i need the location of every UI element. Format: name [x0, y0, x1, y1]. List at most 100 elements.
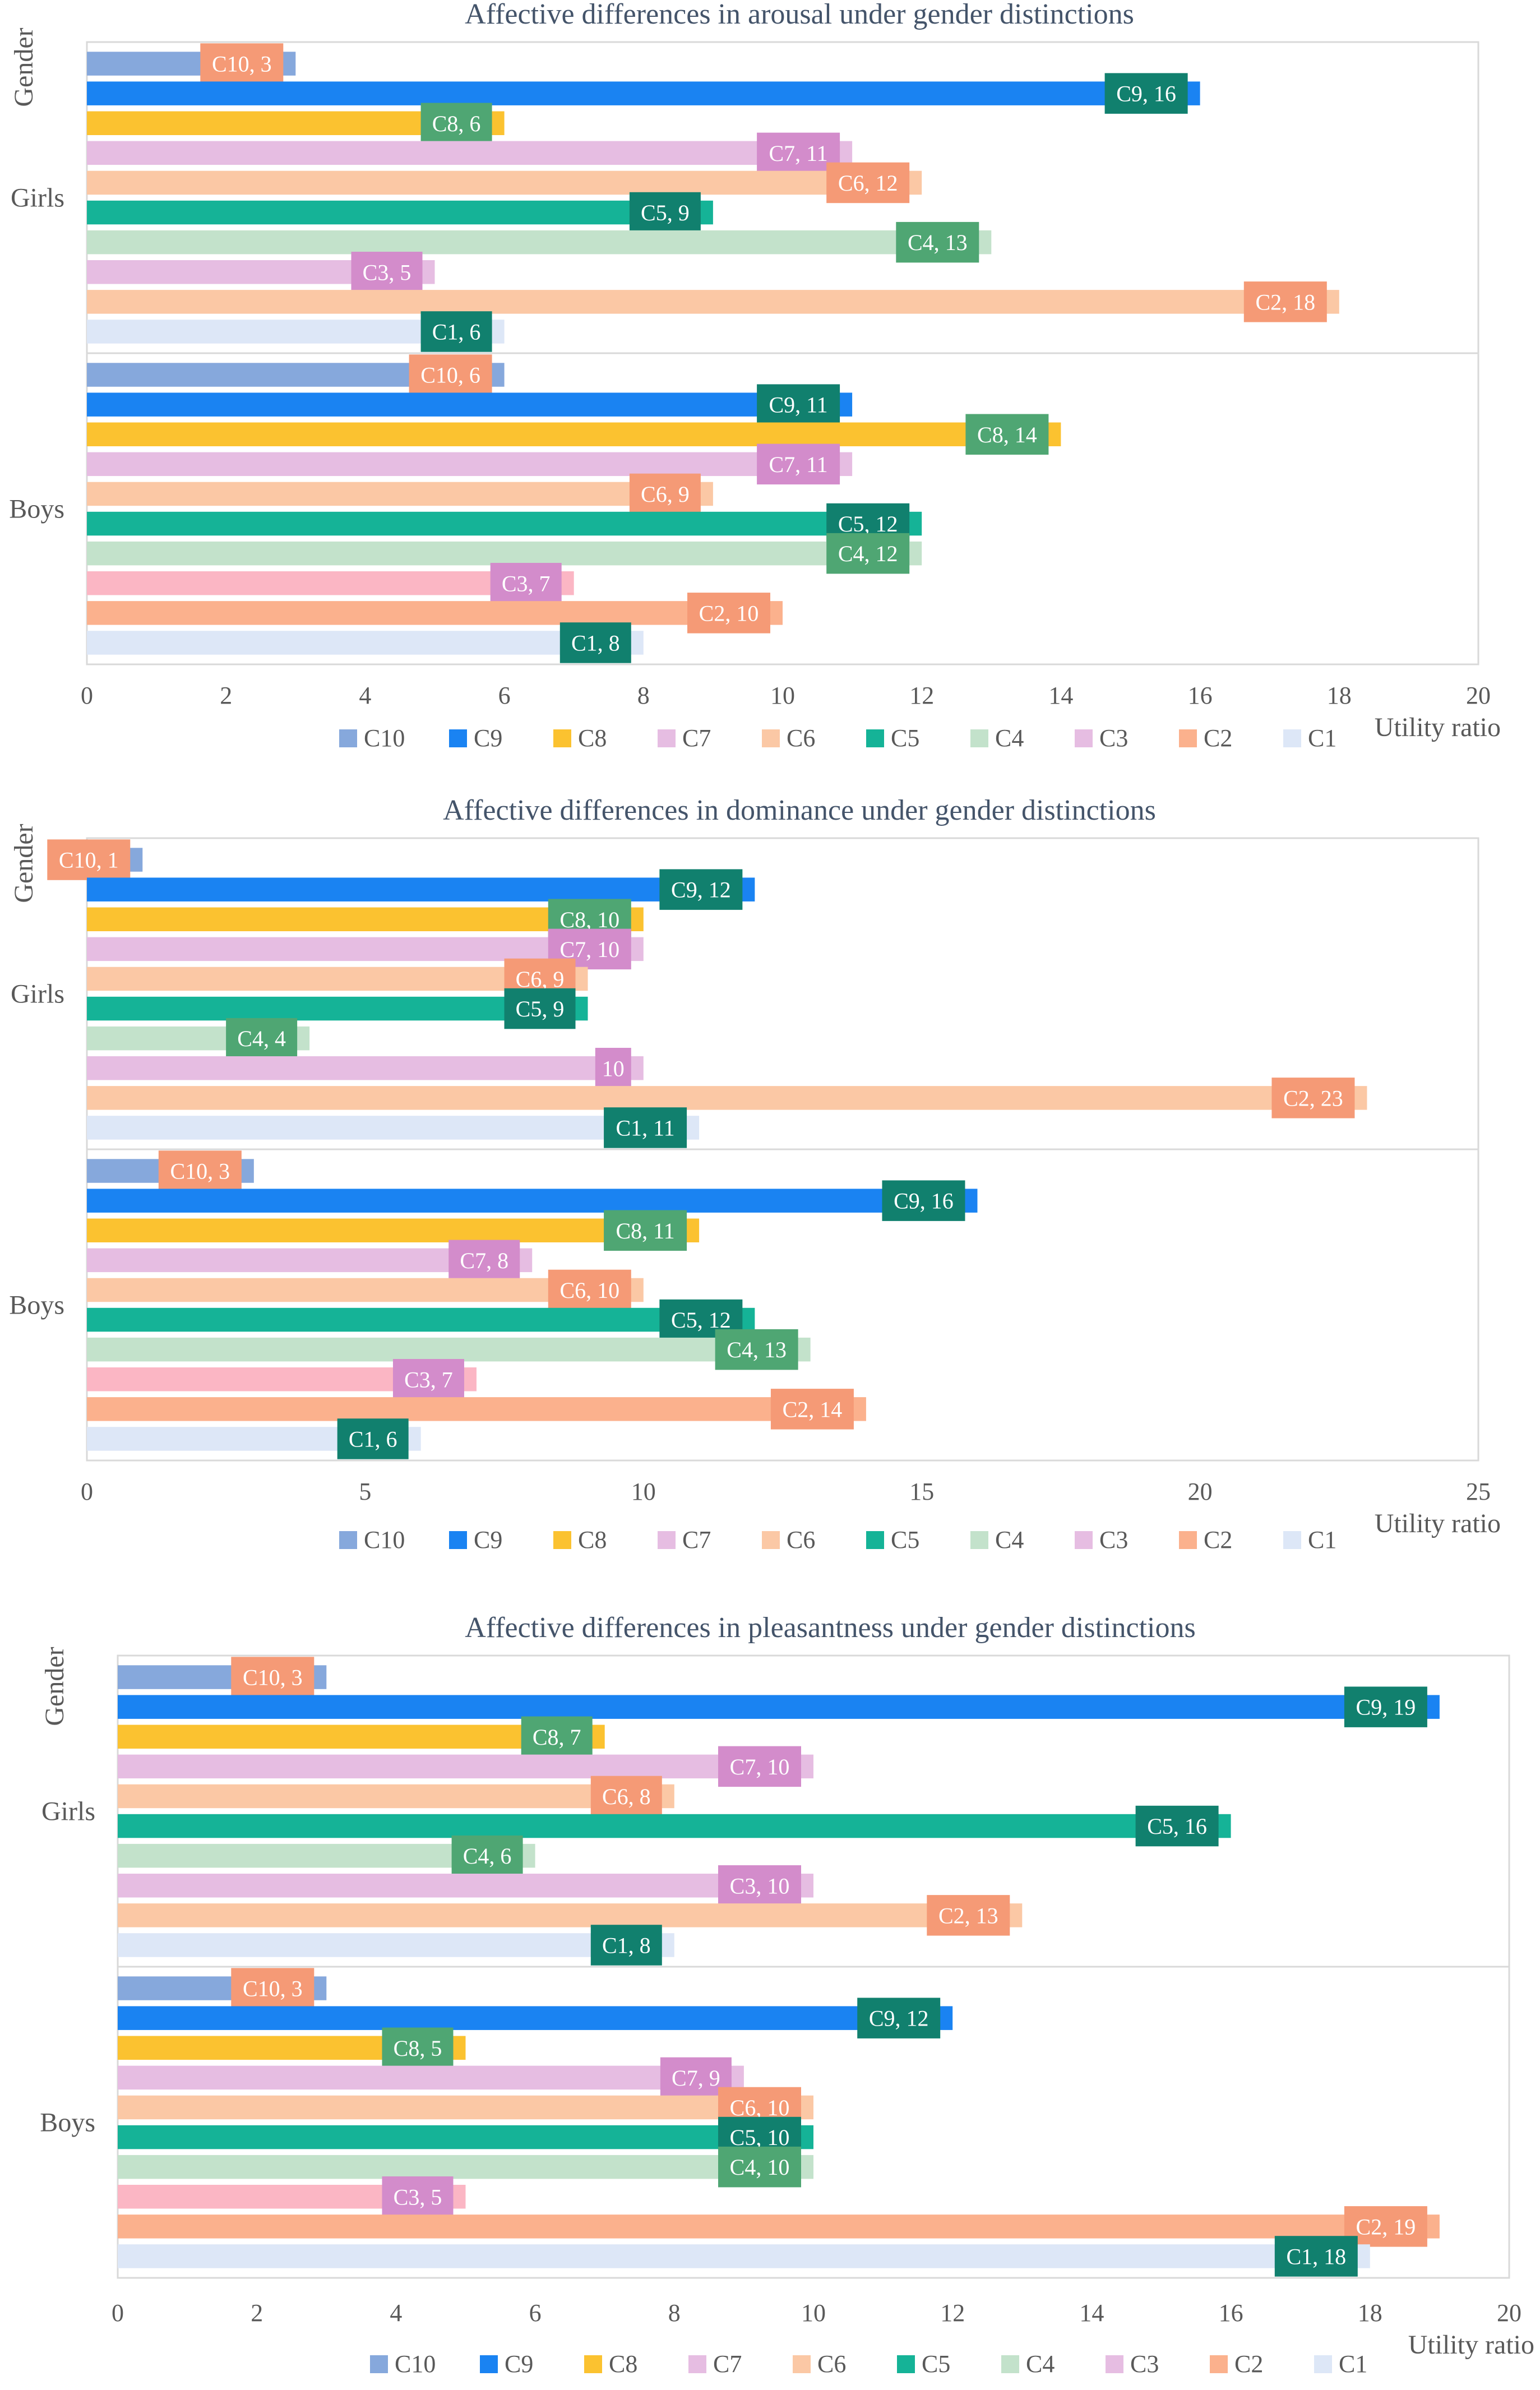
dominance-bar-boys-c4: [87, 1337, 811, 1362]
dominance-data-label-box-boys-c3: [392, 1359, 464, 1400]
pleasantness-data-label-box-girls-c7: [718, 1746, 801, 1787]
pleasantness-bar-girls-c6: [118, 1784, 674, 1809]
arousal-legend-swatch-c9: [449, 729, 467, 747]
dominance-data-label-box-girls-c9: [659, 869, 743, 910]
dominance-data-label-box-girls-c4: [226, 1018, 298, 1059]
arousal-bar-girls-c9: [87, 81, 1200, 105]
dominance-legend-swatch-c3: [1075, 1531, 1093, 1549]
dominance-data-label-girls-c4: C4, 4: [237, 1026, 286, 1051]
pleasantness-data-label-girls-c2: C2, 13: [938, 1903, 998, 1928]
pleasantness-legend-label-c3: C3: [1130, 2350, 1159, 2378]
arousal-data-label-girls-c1: C1, 6: [432, 319, 481, 344]
dominance-data-label-box-boys-c1: [337, 1418, 409, 1459]
dominance-data-label-box-boys-c10: [158, 1150, 242, 1191]
pleasantness-bar-boys-c6: [118, 2095, 813, 2120]
pleasantness-bar-boys-c9: [118, 2006, 953, 2030]
pleasantness-data-label-girls-c9: C9, 19: [1356, 1695, 1416, 1720]
pleasantness-data-label-box-girls-c8: [521, 1716, 593, 1757]
pleasantness-bar-boys-c7: [118, 2065, 744, 2090]
arousal-bar-boys-c4: [87, 541, 922, 566]
pleasantness-data-label-boys-c2: C2, 19: [1356, 2214, 1416, 2239]
arousal-legend-label-c2: C2: [1204, 724, 1232, 752]
pleasantness-y-axis-label: Gender: [40, 1647, 70, 1726]
arousal-data-label-box-boys-c4: [826, 533, 910, 574]
dominance-data-label-box-boys-c6: [548, 1269, 631, 1311]
arousal-data-label-girls-c5: C5, 9: [641, 200, 690, 225]
dominance-legend-swatch-c5: [866, 1531, 884, 1549]
arousal-legend-swatch-c5: [866, 729, 884, 747]
dominance-group-label-girls: Girls: [11, 979, 64, 1009]
pleasantness-data-label-girls-c3: C3, 10: [730, 1873, 790, 1898]
pleasantness-data-label-girls-c1: C1, 8: [602, 1933, 651, 1958]
arousal-data-label-boys-c6: C6, 9: [641, 482, 690, 507]
pleasantness-data-label-box-boys-c10: [231, 1968, 315, 2009]
dominance-data-label-girls-c9: C9, 12: [671, 877, 731, 903]
dominance-data-label-boys-c10: C10, 3: [170, 1159, 230, 1184]
pleasantness-bar-girls-c7: [118, 1754, 813, 1779]
pleasantness-legend-swatch-c2: [1210, 2355, 1228, 2373]
arousal-data-label-box-girls-c5: [629, 192, 701, 233]
dominance-legend-swatch-c6: [762, 1531, 780, 1549]
arousal-x-tick-label: 20: [1466, 682, 1491, 709]
dominance-data-label-boys-c2: C2, 14: [783, 1397, 843, 1422]
pleasantness-chart-svg: Affective differences in pleasantness un…: [40, 1612, 1534, 2378]
pleasantness-data-label-boys-c5: C5, 10: [730, 2125, 790, 2150]
pleasantness-legend-label-c8: C8: [609, 2350, 637, 2378]
dominance-bar-girls-c9: [87, 877, 755, 902]
arousal-legend-swatch-c7: [658, 729, 676, 747]
arousal-bar-boys-c1: [87, 631, 644, 655]
arousal-legend-swatch-c8: [553, 729, 571, 747]
pleasantness-bar-girls-c1: [118, 1933, 674, 1957]
pleasantness-chart-panel: Affective differences in pleasantness un…: [0, 1609, 1540, 2390]
pleasantness-data-label-box-girls-c3: [718, 1865, 801, 1906]
dominance-data-label-boys-c7: C7, 8: [460, 1248, 508, 1273]
arousal-bar-girls-c6: [87, 170, 922, 195]
dominance-data-label-box-girls-c5: [504, 988, 576, 1029]
dominance-data-label-boys-c4: C4, 13: [727, 1337, 787, 1362]
arousal-data-label-boys-c7: C7, 11: [769, 452, 827, 477]
pleasantness-x-tick-label: 2: [251, 2299, 263, 2327]
pleasantness-data-label-box-girls-c9: [1344, 1686, 1427, 1727]
dominance-data-label-box-boys-c4: [715, 1329, 798, 1370]
arousal-data-label-box-girls-c4: [896, 221, 979, 263]
pleasantness-data-label-boys-c3: C3, 5: [394, 2184, 442, 2209]
arousal-x-tick-label: 4: [359, 682, 371, 709]
arousal-data-label-boys-c9: C9, 11: [769, 392, 827, 418]
dominance-bar-boys-c2: [87, 1397, 866, 1421]
pleasantness-data-label-girls-c8: C8, 7: [533, 1725, 581, 1750]
dominance-data-label-girls-c6: C6, 9: [516, 967, 565, 992]
arousal-legend-label-c10: C10: [364, 724, 405, 752]
arousal-data-label-girls-c3: C3, 5: [363, 260, 411, 285]
dominance-legend-label-c2: C2: [1204, 1526, 1232, 1554]
dominance-data-label-girls-c1: C1, 11: [616, 1115, 674, 1140]
arousal-data-label-boys-c3: C3, 7: [502, 571, 551, 596]
arousal-bar-girls-c2: [87, 290, 1339, 314]
pleasantness-legend-swatch-c3: [1106, 2355, 1123, 2373]
dominance-data-label-boys-c9: C9, 16: [894, 1189, 954, 1214]
pleasantness-data-label-boys-c6: C6, 10: [730, 2095, 790, 2120]
pleasantness-data-label-box-boys-c8: [382, 2027, 454, 2068]
dominance-legend-label-c9: C9: [474, 1526, 502, 1554]
dominance-data-label-box-boys-c2: [770, 1389, 854, 1430]
pleasantness-bar-girls-c9: [118, 1695, 1440, 1719]
arousal-chart-svg: Affective differences in arousal under g…: [9, 0, 1501, 752]
arousal-bar-boys-c8: [87, 422, 1061, 446]
pleasantness-legend-swatch-c4: [1001, 2355, 1019, 2373]
arousal-data-label-girls-c7: C7, 11: [769, 141, 827, 166]
dominance-legend-label-c7: C7: [682, 1526, 711, 1554]
pleasantness-legend-swatch-c10: [370, 2355, 388, 2373]
arousal-group-label-boys: Boys: [9, 494, 64, 524]
arousal-x-tick-label: 16: [1188, 682, 1213, 709]
pleasantness-x-tick-label: 6: [529, 2299, 542, 2327]
arousal-bar-boys-c7: [87, 452, 853, 477]
pleasantness-bar-girls-c5: [118, 1814, 1231, 1838]
dominance-legend-swatch-c8: [553, 1531, 571, 1549]
arousal-x-axis-title: Utility ratio: [1375, 713, 1501, 742]
dominance-data-label-girls-c2: C2, 23: [1283, 1085, 1343, 1111]
arousal-legend-label-c1: C1: [1308, 724, 1336, 752]
arousal-x-tick-label: 2: [220, 682, 232, 709]
pleasantness-legend-label-c4: C4: [1026, 2350, 1055, 2378]
dominance-bar-girls-c1: [87, 1116, 700, 1140]
arousal-data-label-box-girls-c9: [1104, 73, 1188, 114]
dominance-legend-label-c1: C1: [1308, 1526, 1336, 1554]
